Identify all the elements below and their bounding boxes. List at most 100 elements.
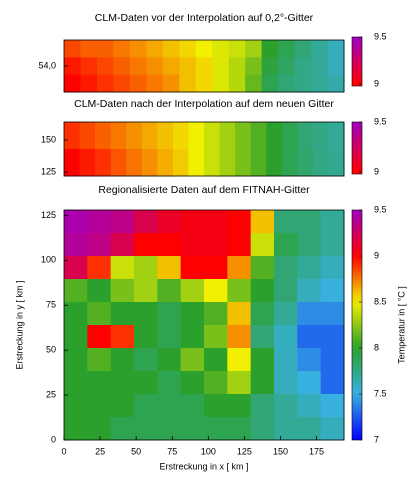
- heatmap-cell: [80, 75, 97, 93]
- heatmap-cell: [245, 57, 262, 75]
- heatmap-cell: [196, 40, 213, 58]
- x-tick-label: 125: [237, 446, 252, 456]
- heatmap-cell: [97, 40, 114, 58]
- heatmap-cell: [87, 256, 111, 280]
- x-tick-label: 25: [95, 446, 105, 456]
- heatmap-cell: [235, 149, 251, 177]
- heatmap-cell: [295, 57, 312, 75]
- heatmap-cell: [204, 348, 228, 372]
- heatmap-cell: [212, 75, 229, 93]
- heatmap-cell: [179, 57, 196, 75]
- heatmap-cell: [297, 149, 313, 177]
- heatmap-cell: [157, 256, 181, 280]
- heatmap-cell: [64, 279, 88, 303]
- heatmap-cell: [134, 348, 158, 372]
- heatmap-cell: [64, 122, 80, 150]
- heatmap-cell: [321, 348, 345, 372]
- chart-title: CLM-Daten vor der Interpolation auf 0,2°…: [95, 12, 314, 24]
- heatmap-cell: [111, 371, 135, 395]
- heatmap-cell: [157, 394, 181, 418]
- heatmap-cell: [313, 149, 329, 177]
- heatmap-cell: [181, 348, 205, 372]
- heatmap-cell: [204, 371, 228, 395]
- heatmap-cell: [295, 75, 312, 93]
- heatmap-cell: [157, 371, 181, 395]
- heatmap-cell: [328, 75, 345, 93]
- heatmap-cell: [181, 279, 205, 303]
- heatmap-cell: [146, 75, 163, 93]
- heatmap-cell: [251, 233, 275, 257]
- y-tick-label: 0: [51, 434, 56, 444]
- heatmap-cell: [87, 325, 111, 349]
- heatmap-cell: [227, 417, 251, 441]
- heatmap-cell: [297, 417, 321, 441]
- heatmap-cell: [87, 371, 111, 395]
- heatmap-cell: [80, 40, 97, 58]
- heatmap-cell: [251, 371, 275, 395]
- colorbar-label: Temperatur in [ °C ]: [396, 286, 406, 364]
- colorbar: [352, 210, 362, 440]
- heatmap-cell: [245, 40, 262, 58]
- heatmap-cell: [321, 256, 345, 280]
- x-axis-label: Erstreckung in x [ km ]: [159, 461, 248, 471]
- heatmap-cell: [274, 325, 298, 349]
- y-tick-label: 50: [46, 345, 56, 355]
- heatmap-cell: [204, 302, 228, 326]
- heatmap-cell: [229, 40, 246, 58]
- figure: CLM-Daten vor der Interpolation auf 0,2°…: [0, 0, 412, 477]
- heatmap-cell: [295, 40, 312, 58]
- heatmap-cell: [181, 302, 205, 326]
- heatmap-cell: [227, 233, 251, 257]
- heatmap-cell: [157, 302, 181, 326]
- colorbar-tick-label: 9.5: [374, 116, 387, 126]
- heatmap-cell: [321, 302, 345, 326]
- heatmap-cell: [126, 149, 142, 177]
- x-tick-label: 150: [273, 446, 288, 456]
- heatmap-cell: [204, 149, 220, 177]
- heatmap-cell: [227, 256, 251, 280]
- heatmap-cell: [297, 122, 313, 150]
- heatmap-cell: [251, 122, 267, 150]
- x-tick-label: 175: [309, 446, 324, 456]
- heatmap-cell: [111, 233, 135, 257]
- heatmap-cell: [111, 256, 135, 280]
- heatmap-cell: [113, 75, 130, 93]
- heatmap-cell: [212, 40, 229, 58]
- heatmap-cell: [64, 75, 81, 93]
- heatmap-cell: [251, 394, 275, 418]
- heatmap-cell: [80, 122, 96, 150]
- heatmap-cell: [227, 210, 251, 234]
- heatmap-cell: [245, 75, 262, 93]
- heatmap-cell: [204, 233, 228, 257]
- heatmap-cell: [157, 348, 181, 372]
- heatmap-cell: [297, 371, 321, 395]
- heatmap-cell: [313, 122, 329, 150]
- heatmap-cell: [163, 57, 180, 75]
- heatmap-cell: [251, 210, 275, 234]
- heatmap-cell: [157, 325, 181, 349]
- colorbar: [352, 122, 362, 174]
- heatmap-cell: [142, 122, 158, 150]
- heatmap-cell: [188, 149, 204, 177]
- heatmap-cell: [204, 394, 228, 418]
- heatmap-cell: [126, 122, 142, 150]
- heatmap-cell: [321, 210, 345, 234]
- heatmap-cell: [274, 417, 298, 441]
- heatmap-cell: [328, 149, 344, 177]
- heatmap-cell: [95, 122, 111, 150]
- heatmap-cell: [134, 394, 158, 418]
- y-tick-label: 75: [46, 300, 56, 310]
- chart-title: CLM-Daten nach der Interpolation auf dem…: [74, 98, 334, 110]
- heatmap-cell: [278, 75, 295, 93]
- heatmap-cell: [297, 279, 321, 303]
- heatmap-cell: [157, 210, 181, 234]
- heatmap-cell: [251, 302, 275, 326]
- heatmap-cell: [179, 75, 196, 93]
- heatmap-cell: [181, 325, 205, 349]
- heatmap-cell: [87, 233, 111, 257]
- heatmap-cell: [220, 122, 236, 150]
- heatmap-cell: [130, 40, 147, 58]
- heatmap-cell: [146, 57, 163, 75]
- heatmap-cell: [157, 417, 181, 441]
- heatmap-cell: [111, 348, 135, 372]
